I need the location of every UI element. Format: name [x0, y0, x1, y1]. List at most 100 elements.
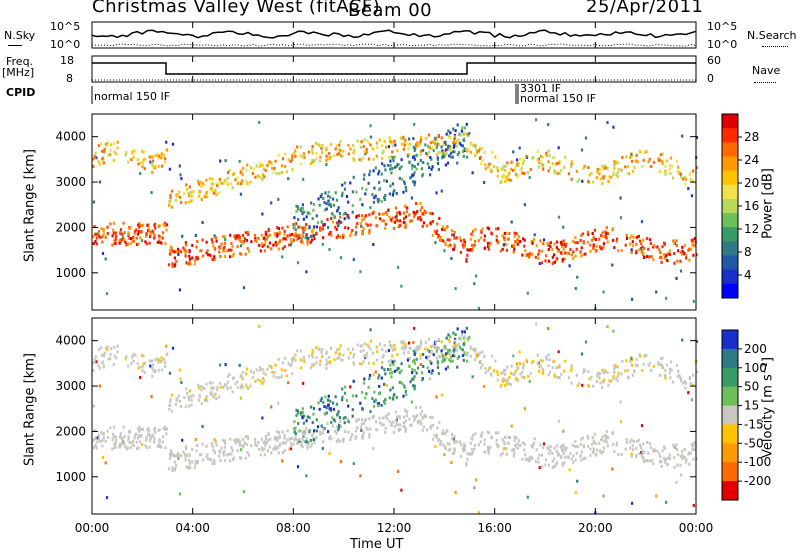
power-cell [386, 163, 390, 167]
velocity-cell [445, 336, 448, 340]
velocity-cell [376, 350, 379, 354]
velocity-cell [664, 368, 667, 372]
velocity-cell [178, 394, 181, 398]
velocity-cell [539, 443, 542, 447]
power-cell [420, 218, 423, 222]
colorbar-swatch [722, 386, 738, 407]
power-cell [398, 176, 401, 180]
power-cell [283, 229, 286, 233]
power-cell [441, 225, 445, 229]
power-cell [391, 193, 394, 197]
velocity-cell [557, 365, 560, 369]
power-cell [552, 261, 555, 265]
velocity-cell [262, 371, 265, 375]
power-cell [337, 222, 341, 226]
velocity-cell [537, 460, 540, 464]
power-cell [517, 235, 521, 239]
velocity-cell [357, 418, 360, 422]
power-cell [329, 204, 333, 208]
velocity-cell [308, 429, 311, 433]
power-cell [349, 147, 352, 151]
power-cell [435, 229, 439, 233]
power-cell [470, 248, 473, 252]
velocity-cell [236, 385, 239, 389]
velocity-cell [449, 359, 452, 363]
velocity-cell [542, 446, 545, 450]
velocity-cell [211, 462, 214, 466]
velocity-cell [581, 383, 584, 387]
velocity-cell [384, 398, 387, 401]
velocity-cell [513, 372, 516, 376]
power-cell [301, 233, 304, 237]
power-cell [454, 140, 457, 143]
velocity-cell [365, 355, 368, 359]
power-cell [402, 220, 405, 224]
velocity-cell [193, 466, 196, 470]
colorbar-swatch [722, 283, 738, 299]
power-cell [369, 124, 372, 128]
power-cell [422, 221, 425, 225]
power-cell [402, 147, 405, 151]
power-cell [685, 256, 688, 260]
velocity-cell [355, 435, 358, 439]
power-cell [299, 154, 302, 158]
velocity-cell [280, 375, 283, 379]
power-cell [393, 189, 396, 193]
velocity-cell [296, 442, 299, 446]
power-cell [642, 238, 645, 242]
power-cell [92, 200, 96, 204]
power-cell [169, 196, 172, 200]
power-cell [293, 216, 296, 220]
velocity-cell [325, 351, 328, 354]
velocity-cell [584, 340, 588, 344]
power-cell [116, 140, 119, 144]
power-cell [180, 200, 183, 204]
velocity-cell [296, 349, 299, 353]
power-cell [621, 155, 624, 159]
power-cell [331, 212, 334, 216]
power-cell [102, 161, 105, 165]
velocity-cell [439, 355, 442, 359]
velocity-cell [364, 356, 367, 360]
velocity-cell [424, 414, 427, 418]
power-cell [582, 253, 585, 257]
velocity-cell [424, 340, 427, 344]
power-cell [149, 231, 152, 235]
velocity-cell [141, 369, 144, 373]
power-cell [328, 203, 331, 207]
velocity-cell [286, 438, 289, 442]
velocity-cell [151, 363, 155, 367]
velocity-cell [416, 414, 419, 418]
power-cell [374, 194, 377, 198]
power-cell [101, 157, 104, 161]
power-cell [120, 232, 123, 236]
velocity-cell [169, 453, 172, 457]
power-cell [625, 234, 628, 237]
power-cell [626, 172, 629, 175]
velocity-cell [426, 357, 429, 361]
velocity-cell [160, 360, 163, 364]
velocity-cell [592, 447, 595, 451]
velocity-cell [123, 435, 126, 439]
velocity-cell [675, 480, 678, 484]
velocity-cell [259, 453, 262, 457]
power-cell [317, 197, 320, 201]
velocity-cell [94, 355, 97, 359]
power-cell [264, 239, 267, 243]
power-cell [401, 137, 404, 141]
power-cell [125, 243, 128, 247]
colorbar-swatch [722, 156, 738, 172]
velocity-cell [652, 364, 655, 368]
power-cell [611, 227, 615, 231]
velocity-cell [436, 360, 439, 364]
power-cell [236, 181, 239, 185]
velocity-cell [301, 445, 304, 449]
power-cell [683, 176, 686, 179]
power-cell [372, 157, 375, 161]
velocity-cell [642, 442, 645, 446]
velocity-cell [369, 410, 372, 414]
velocity-cell [200, 453, 203, 457]
velocity-cell [452, 354, 455, 358]
power-cell [496, 174, 499, 178]
velocity-cell [154, 430, 157, 434]
